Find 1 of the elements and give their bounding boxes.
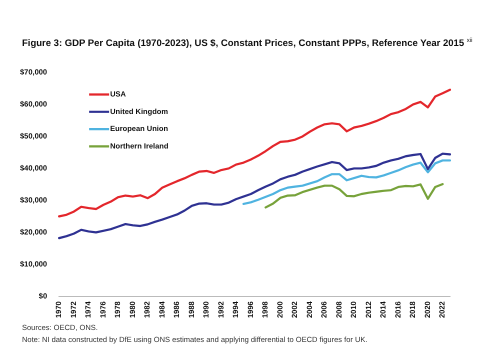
chart-title: Figure 3: GDP Per Capita (1970-2023), US $, Constant Prices, Constant PPPs, Reference Year 2015 $^{xii}$: [22, 38, 474, 50]
